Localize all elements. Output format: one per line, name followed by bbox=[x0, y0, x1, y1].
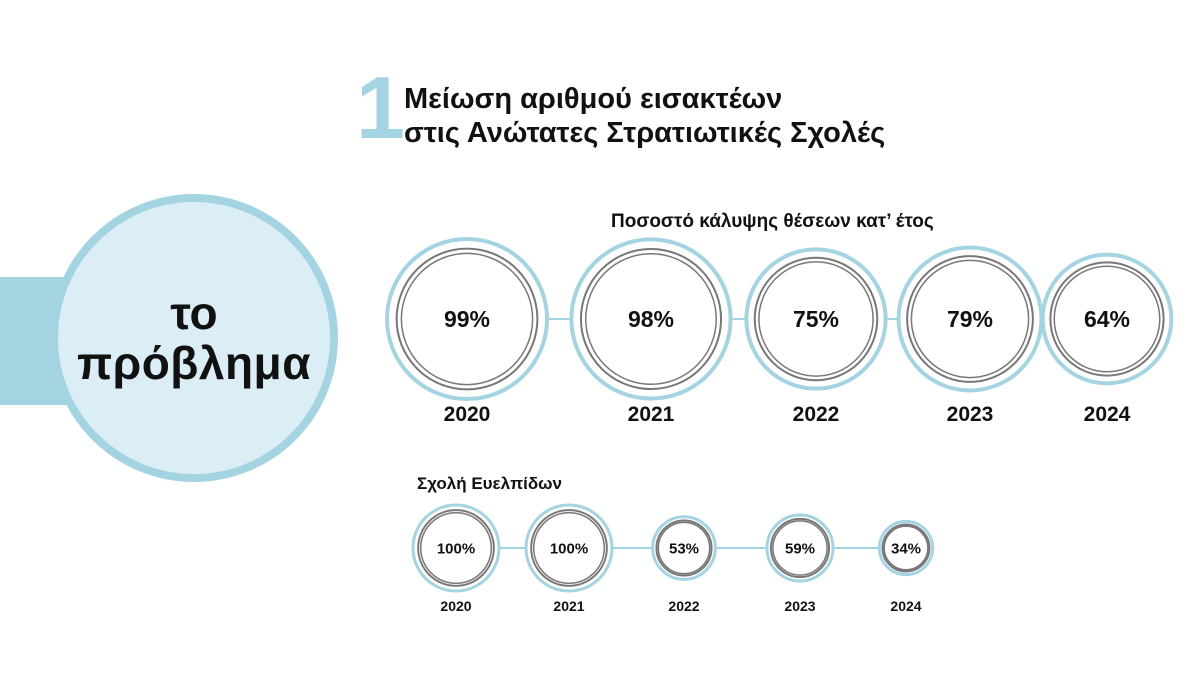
hero-title-line-2: πρόβλημα bbox=[77, 337, 311, 389]
year-label: 2021 bbox=[553, 598, 584, 614]
bubble-inner-ring bbox=[910, 259, 1030, 379]
data-label: 79% bbox=[947, 306, 993, 332]
bubble-ring bbox=[417, 509, 495, 587]
bubble-ring bbox=[655, 519, 713, 577]
bubble-outer-ring bbox=[524, 503, 614, 593]
year-label: 2020 bbox=[440, 598, 471, 614]
bubble-outer-ring bbox=[877, 519, 935, 577]
bubble-ring bbox=[530, 509, 608, 587]
bubble-inner-ring bbox=[883, 525, 929, 571]
bubble-outer-ring bbox=[385, 237, 549, 401]
year-label: 2024 bbox=[890, 598, 921, 614]
section-heading: Μείωση αριθμού εισακτέων στις Ανώτατες Σ… bbox=[404, 82, 885, 150]
bubble-ring bbox=[881, 523, 931, 573]
bubble-inner-ring bbox=[419, 511, 493, 585]
bubble-inner-ring bbox=[584, 252, 718, 386]
year-label: 2021 bbox=[628, 403, 675, 426]
bubble-inner-ring bbox=[657, 521, 711, 575]
bubble-inner-ring bbox=[772, 520, 828, 576]
bubble-outer-ring bbox=[1040, 252, 1174, 386]
bubble-inner-ring bbox=[758, 261, 874, 377]
section-title-line-1: Μείωση αριθμού εισακτέων bbox=[404, 83, 783, 115]
bubble-inner-ring bbox=[1053, 265, 1161, 373]
chart-1-title: Ποσοστό κάλυψης θέσεων κατ’ έτος bbox=[611, 211, 934, 232]
year-label: 2023 bbox=[784, 598, 815, 614]
bubble-ring bbox=[395, 247, 539, 391]
section-number: 1 bbox=[356, 58, 405, 157]
hero-circle: το πρόβλημα bbox=[50, 194, 338, 482]
data-label: 59% bbox=[785, 540, 815, 557]
section-title-line-2: στις Ανώτατες Στρατιωτικές Σχολές bbox=[404, 117, 886, 149]
data-label: 75% bbox=[793, 306, 839, 332]
year-label: 2023 bbox=[947, 403, 994, 426]
data-label: 34% bbox=[891, 540, 921, 557]
year-label: 2022 bbox=[668, 598, 699, 614]
data-label: 100% bbox=[550, 540, 588, 557]
data-label: 53% bbox=[669, 540, 699, 557]
bubble-ring bbox=[753, 256, 879, 382]
year-label: 2024 bbox=[1084, 403, 1131, 426]
bubble-outer-ring bbox=[744, 247, 888, 391]
year-label: 2020 bbox=[444, 403, 491, 426]
bubble-outer-ring bbox=[651, 515, 717, 581]
data-label: 98% bbox=[628, 306, 674, 332]
bubble-inner-ring bbox=[532, 511, 606, 585]
bubble-inner-ring bbox=[400, 252, 534, 386]
hero-title-line-1: το bbox=[170, 287, 218, 339]
bubble-outer-ring bbox=[765, 513, 835, 583]
bubble-ring bbox=[906, 255, 1034, 383]
data-label: 64% bbox=[1084, 306, 1130, 332]
bubble-ring bbox=[579, 247, 723, 391]
data-label: 100% bbox=[437, 540, 475, 557]
bubble-outer-ring bbox=[411, 503, 501, 593]
year-label: 2022 bbox=[793, 403, 840, 426]
bubble-ring bbox=[769, 517, 831, 579]
bubble-outer-ring bbox=[569, 237, 733, 401]
chart-2-title: Σχολή Ευελπίδων bbox=[417, 474, 562, 493]
data-label: 99% bbox=[444, 306, 490, 332]
bubble-ring bbox=[1049, 261, 1165, 377]
